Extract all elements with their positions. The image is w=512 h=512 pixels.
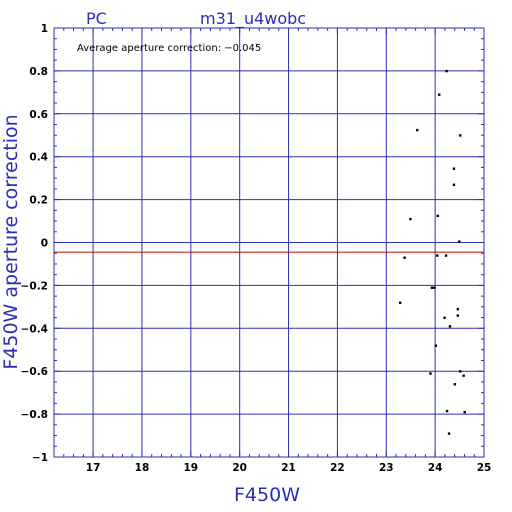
chart-title-left: PC bbox=[86, 9, 107, 28]
plot-frame bbox=[53, 27, 485, 458]
data-point bbox=[447, 432, 451, 435]
y-tick-label: −0.6 bbox=[21, 366, 48, 378]
data-point bbox=[433, 286, 436, 289]
x-axis-label: F450W bbox=[234, 484, 300, 506]
data-point bbox=[398, 301, 402, 304]
data-point bbox=[438, 93, 441, 96]
data-point bbox=[443, 316, 446, 319]
tick-labels-layer: 17 18 19 20 21 22 23 24 25 1 0.8 0.6 0.4 0.2 0 −0.2 −0.4… bbox=[21, 23, 492, 474]
data-point bbox=[452, 167, 456, 170]
data-point bbox=[429, 372, 432, 375]
x-tick-label: 25 bbox=[477, 462, 492, 474]
y-tick-label: 1 bbox=[41, 23, 48, 35]
data-point bbox=[436, 254, 439, 257]
y-tick-label: 0.4 bbox=[29, 152, 48, 164]
data-point bbox=[416, 128, 419, 132]
data-point bbox=[434, 344, 438, 347]
y-tick-label: −0.8 bbox=[21, 409, 48, 421]
data-point bbox=[409, 217, 412, 221]
x-tick-label: 19 bbox=[184, 462, 199, 474]
data-point bbox=[444, 254, 448, 257]
y-tick-label: −0.2 bbox=[21, 280, 48, 292]
x-tick-label: 20 bbox=[232, 462, 247, 474]
data-point bbox=[403, 256, 406, 259]
x-tick-label: 18 bbox=[135, 462, 150, 474]
data-point bbox=[459, 134, 462, 137]
data-point bbox=[456, 307, 460, 311]
y-axis-label: F450W aperture correction bbox=[0, 114, 22, 369]
y-tick-label: −0.4 bbox=[21, 323, 48, 335]
x-tick-label: 23 bbox=[379, 462, 394, 474]
data-point bbox=[430, 286, 434, 289]
y-tick-label: 0 bbox=[41, 238, 48, 250]
chart-title: m31_u4wobc bbox=[200, 9, 306, 29]
y-tick-label: 0.2 bbox=[29, 195, 48, 207]
y-tick-label: 0.6 bbox=[29, 109, 48, 121]
data-point bbox=[463, 410, 466, 414]
x-tick-label: 21 bbox=[281, 462, 296, 474]
data-point bbox=[445, 409, 449, 413]
data-point bbox=[453, 383, 457, 386]
data-point bbox=[448, 325, 452, 328]
data-point bbox=[452, 183, 456, 186]
data-point bbox=[436, 214, 439, 218]
data-point bbox=[445, 69, 448, 73]
data-point bbox=[458, 240, 461, 243]
y-tick-label: −1 bbox=[32, 452, 48, 464]
data-point bbox=[459, 370, 462, 373]
data-point bbox=[462, 374, 465, 377]
average-correction-annotation: Average aperture correction: −0.045 bbox=[77, 43, 261, 54]
data-point bbox=[456, 314, 460, 317]
x-tick-label: 22 bbox=[330, 462, 345, 474]
grid-layer bbox=[53, 27, 485, 458]
y-tick-label: 0.8 bbox=[29, 66, 48, 78]
data-points-layer bbox=[398, 69, 466, 435]
x-tick-label: 24 bbox=[428, 462, 443, 474]
x-tick-label: 17 bbox=[86, 462, 101, 474]
